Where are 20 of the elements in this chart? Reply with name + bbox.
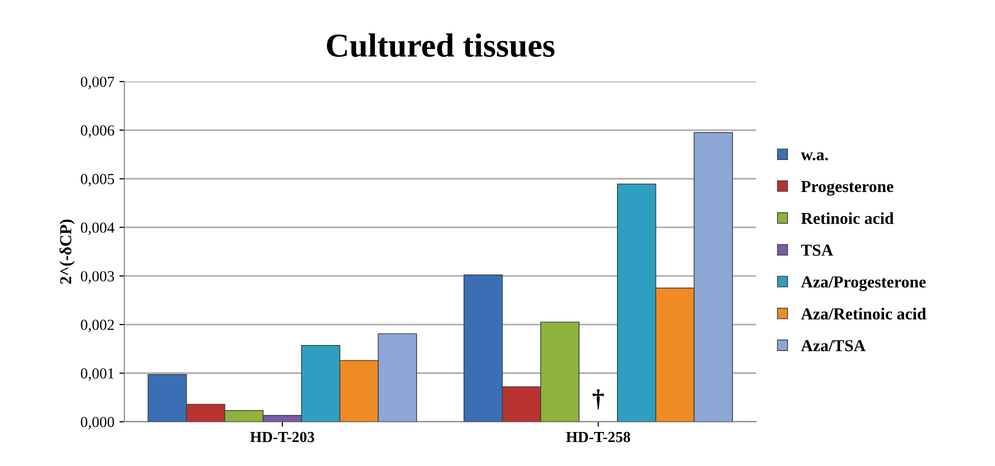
chart-title: Cultured tissues: [326, 33, 554, 57]
y-tick-label: 0,001: [80, 368, 114, 381]
y-tick-label: 0,002: [80, 320, 114, 332]
legend-label: Retinoic acid: [801, 212, 894, 224]
legend-label: Progesterone: [801, 181, 894, 196]
x-tick-label: HD-T-258: [566, 432, 630, 442]
y-tick-label: 0,000: [80, 416, 114, 430]
y-tick-label: 0,004: [80, 222, 114, 235]
y-tick-label: 0,006: [80, 125, 114, 138]
legend-label: Aza/Progesterone: [801, 276, 926, 292]
y-tick-label: 0,007: [80, 76, 114, 90]
y-tick-label: 0,003: [80, 271, 114, 284]
annotation: †: [592, 389, 604, 410]
legend-label: Aza/Retinoic acid: [801, 308, 926, 320]
legend-label: TSA: [801, 244, 834, 256]
y-axis-title: 2^(-δCP): [60, 220, 75, 284]
legend-label: Aza/TSA: [801, 340, 866, 352]
x-tick-label: HD-T-203: [250, 432, 314, 442]
legend-label: w.a.: [800, 152, 828, 160]
y-tick-label: 0,005: [80, 174, 114, 186]
